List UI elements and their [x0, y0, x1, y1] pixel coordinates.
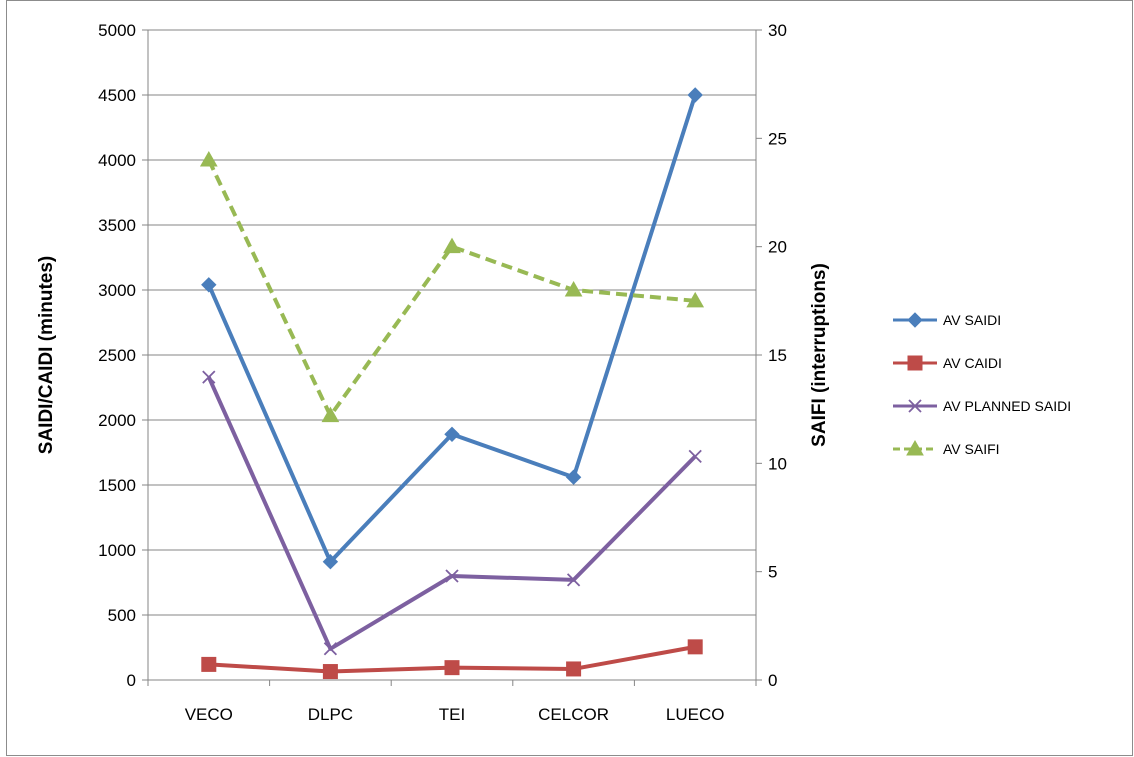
y2-tick-label: 0 — [768, 671, 777, 690]
data-point — [687, 87, 703, 103]
data-point — [321, 406, 340, 423]
y-axis-title: SAIDI/CAIDI (minutes) — [36, 256, 57, 454]
data-point — [565, 469, 582, 485]
data-point — [566, 661, 582, 677]
y2-tick-label: 20 — [768, 238, 787, 257]
series-av-planned-saidi — [202, 370, 702, 656]
y2-tick-label: 5 — [768, 563, 777, 582]
data-point — [906, 439, 924, 456]
y-tick-label: 2500 — [98, 346, 136, 365]
data-point — [445, 569, 459, 583]
x-tick-label: CELCOR — [538, 705, 609, 724]
data-point — [687, 639, 703, 655]
data-point — [907, 312, 923, 328]
y-tick-label: 4500 — [98, 86, 136, 105]
data-point — [322, 553, 339, 570]
y2-axis-title: SAIFI (interruptions) — [809, 263, 830, 447]
data-point — [201, 277, 217, 293]
y2-tick-label: 15 — [768, 346, 787, 365]
y-tick-label: 2000 — [98, 411, 136, 430]
data-point — [444, 426, 460, 443]
x-tick-label: TEI — [439, 705, 465, 724]
data-point — [443, 237, 461, 254]
y-tick-label: 4000 — [98, 151, 136, 170]
y-tick-label: 1000 — [98, 541, 136, 560]
legend-label: AV PLANNED SAIDI — [943, 398, 1071, 414]
legend-label: AV SAIFI — [943, 441, 1000, 457]
y2-tick-label: 25 — [768, 129, 787, 148]
y-tick-label: 0 — [127, 671, 136, 690]
y2-tick-label: 30 — [768, 21, 787, 40]
series-av-saidi — [201, 87, 703, 570]
data-point — [201, 656, 217, 672]
data-point — [564, 280, 583, 297]
legend-label: AV SAIDI — [943, 312, 1001, 328]
y-tick-label: 500 — [108, 606, 136, 625]
x-tick-label: LUECO — [666, 705, 725, 724]
chart-border — [6, 0, 1133, 756]
data-point — [688, 449, 702, 464]
legend: AV SAIDI AV CAIDI AV PLANNED SAIDI AV SAIFI — [893, 312, 1071, 457]
legend-label: AV CAIDI — [943, 355, 1002, 371]
y-tick-label: 1500 — [98, 476, 136, 495]
data-point — [566, 573, 581, 587]
data-point — [686, 291, 705, 308]
data-point — [908, 399, 922, 413]
series-line — [206, 159, 696, 418]
x-tick-label: DLPC — [308, 705, 353, 724]
data-point — [199, 150, 218, 167]
data-point — [907, 355, 923, 371]
y-tick-label: 3000 — [98, 281, 136, 300]
x-tick-label: VECO — [185, 705, 233, 724]
series-av-saifi — [199, 150, 705, 423]
y-tick-label: 3500 — [98, 216, 136, 235]
data-point — [322, 664, 338, 680]
y2-tick-label: 10 — [768, 454, 787, 473]
data-point — [323, 642, 338, 656]
series-av-caidi — [201, 639, 703, 680]
data-point — [202, 370, 216, 384]
data-point — [444, 660, 460, 676]
y-tick-label: 5000 — [98, 21, 136, 40]
